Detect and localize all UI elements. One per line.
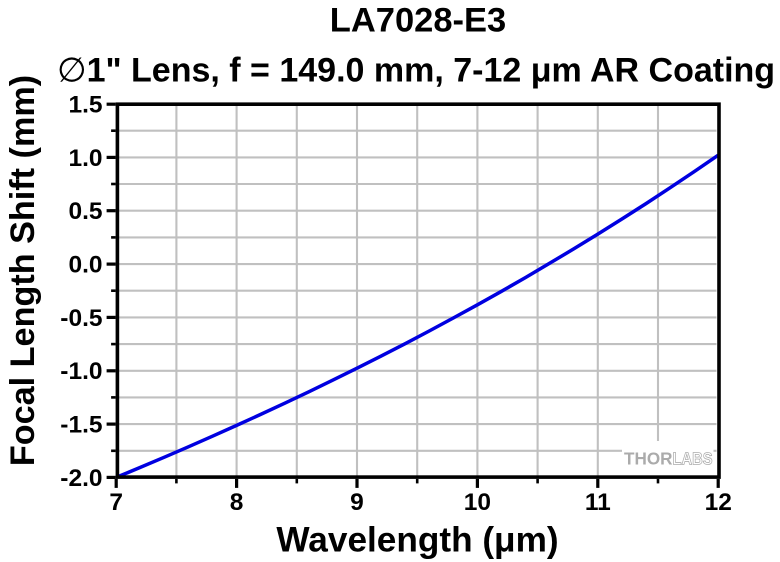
svg-text:LABS: LABS [673,448,713,468]
svg-text:1.5: 1.5 [68,92,102,119]
svg-text:9: 9 [350,489,364,516]
svg-text:Focal Length Shift (mm): Focal Length Shift (mm) [4,75,42,466]
svg-text:10: 10 [464,489,491,516]
svg-text:7: 7 [109,489,123,516]
svg-text:LA7028-E3: LA7028-E3 [330,2,506,40]
svg-text:1.0: 1.0 [68,145,102,172]
svg-text:-2.0: -2.0 [60,465,102,492]
svg-text:∅1" Lens, f = 149.0 mm, 7-12 μ: ∅1" Lens, f = 149.0 mm, 7-12 μm AR Coati… [57,51,775,89]
svg-text:11: 11 [585,489,611,516]
svg-text:-1.5: -1.5 [60,412,102,439]
svg-text:12: 12 [705,489,732,516]
svg-text:-0.5: -0.5 [60,305,102,332]
svg-text:8: 8 [230,489,244,516]
svg-text:0.0: 0.0 [68,252,102,279]
svg-text:Wavelength (μm): Wavelength (μm) [276,521,558,560]
svg-text:0.5: 0.5 [68,198,102,225]
svg-text:-1.0: -1.0 [60,358,102,385]
svg-text:THOR: THOR [624,448,673,468]
